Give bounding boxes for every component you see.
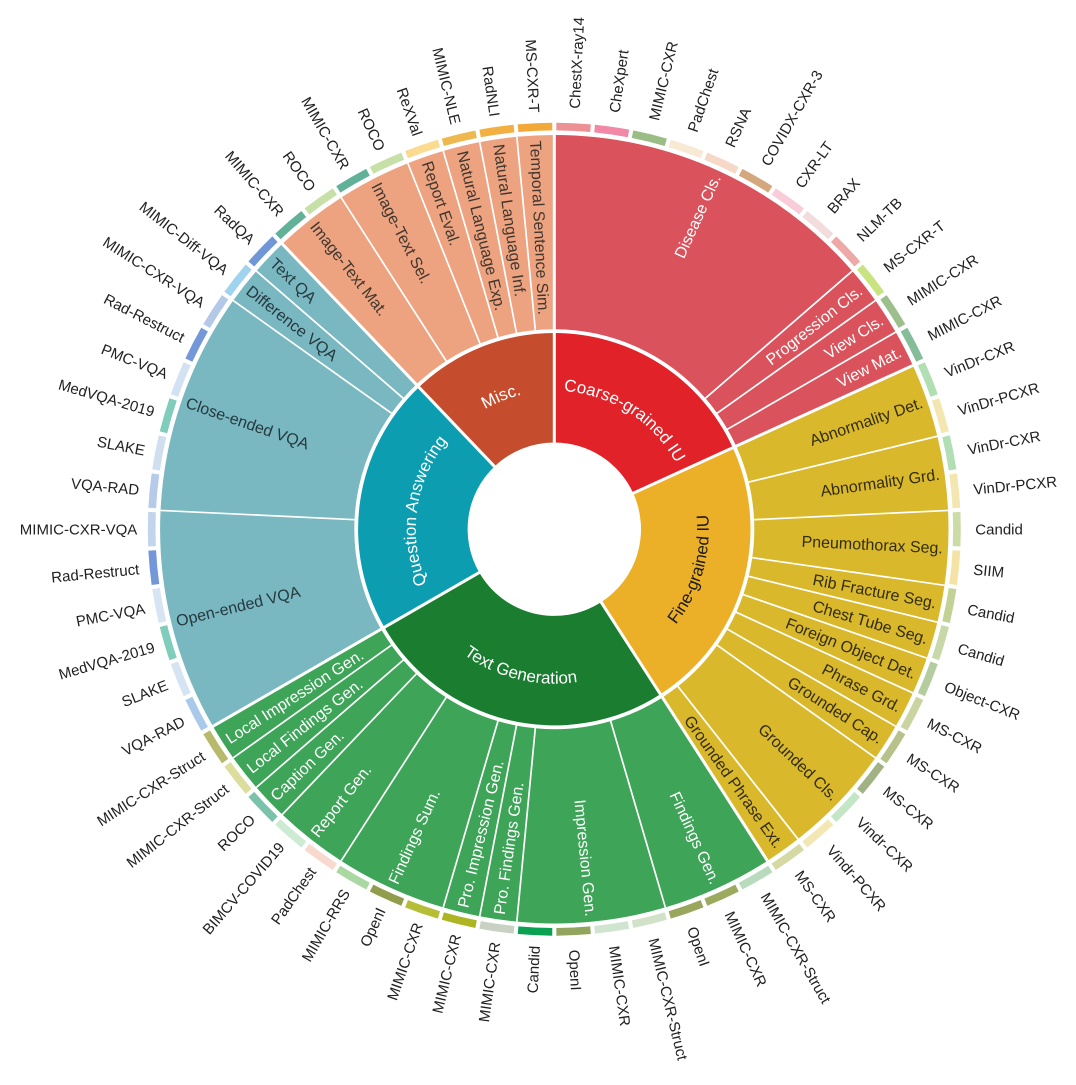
- svg-text:VQA-RAD: VQA-RAD: [70, 476, 140, 499]
- svg-text:MIMIC-CXR-VQA: MIMIC-CXR-VQA: [20, 522, 138, 539]
- svg-text:OpenI: OpenI: [565, 949, 584, 991]
- svg-text:Candid: Candid: [975, 522, 1023, 539]
- svg-text:ChestX-ray14: ChestX-ray14: [567, 17, 588, 109]
- svg-text:MS-CXR-T: MS-CXR-T: [522, 39, 542, 113]
- svg-text:Candid: Candid: [525, 945, 544, 993]
- svg-text:Pneumothorax Seg.: Pneumothorax Seg.: [801, 534, 943, 558]
- svg-text:SIIM: SIIM: [973, 562, 1005, 582]
